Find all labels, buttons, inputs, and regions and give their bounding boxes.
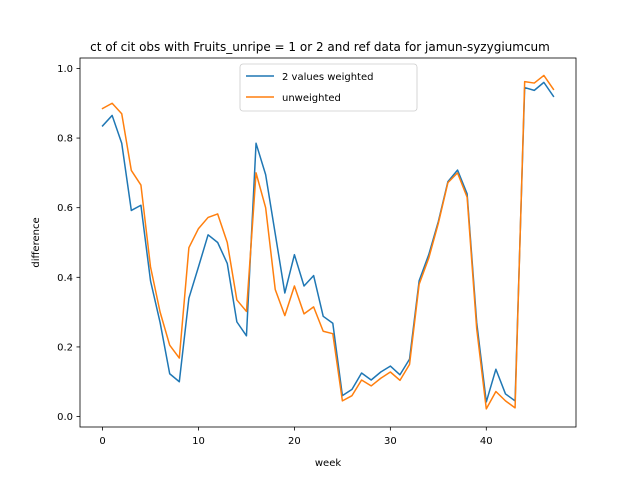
y-tick-label: 0.2 (57, 342, 73, 353)
y-tick-label: 0.0 (57, 412, 73, 423)
x-tick-label: 30 (384, 436, 397, 447)
axes-frame (79, 57, 577, 428)
legend-label-2: unweighted (282, 93, 341, 104)
legend-label-1: 2 values weighted (282, 72, 373, 83)
y-axis: 0.0 0.2 0.4 0.6 0.8 1.0 (57, 64, 80, 423)
y-tick-label: 0.6 (57, 203, 73, 214)
chart-title: ct of cit obs with Fruits_unripe = 1 or … (90, 40, 550, 54)
y-tick-label: 0.8 (57, 134, 73, 145)
legend: 2 values weighted unweighted (239, 63, 418, 112)
x-tick-label: 10 (192, 436, 205, 447)
x-tick-label: 20 (288, 436, 301, 447)
series-line-1 (101, 81, 555, 403)
x-axis-label: week (315, 458, 341, 469)
x-tick-label: 40 (480, 436, 493, 447)
legend-box (239, 63, 418, 112)
series-line-2 (101, 74, 555, 410)
y-axis-label: difference (31, 217, 42, 267)
x-axis: 0 10 20 30 40 (99, 427, 493, 447)
plot-area (101, 74, 555, 410)
y-tick-label: 1.0 (57, 64, 73, 75)
x-tick-label: 0 (99, 436, 105, 447)
y-tick-label: 0.4 (57, 273, 73, 284)
